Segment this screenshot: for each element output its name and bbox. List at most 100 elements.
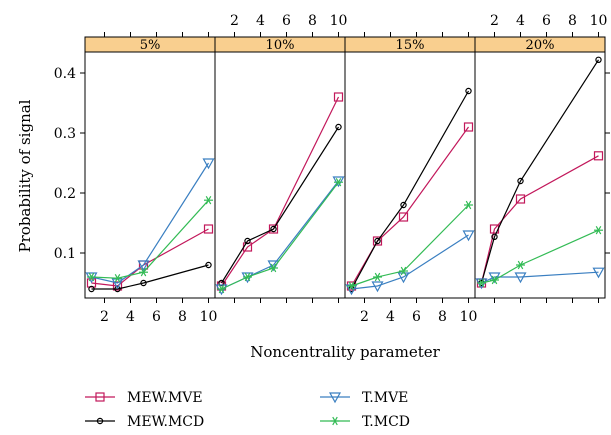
asterisk-stroke (332, 416, 338, 426)
data-point-mew-mve (333, 92, 344, 102)
asterisk-stroke (218, 284, 225, 294)
data-point-t-mve (397, 272, 410, 284)
x-tick-label: 8 (568, 13, 577, 29)
legend-item-mew-mve: MEW.MVE (85, 390, 203, 406)
data-point-t-mve (371, 281, 384, 293)
x-tick-label: 2 (230, 13, 239, 29)
y-tick-label: 0.2 (54, 186, 76, 202)
asterisk-stroke (491, 275, 498, 285)
data-point-t-mve (462, 230, 475, 242)
data-point-t-mcd (139, 268, 148, 277)
y-axis-title: Probability of signal (16, 99, 34, 252)
legend-item-mew-mcd: MEW.MCD (85, 414, 204, 430)
data-point-mew-mcd (88, 285, 95, 293)
x-tick-label: 6 (412, 309, 421, 325)
x-tick-label: 10 (330, 13, 348, 29)
data-point-t-mcd (490, 275, 499, 285)
series-line-t-mve (481, 271, 599, 284)
series-line-t-mcd (221, 181, 339, 290)
series-line-t-mcd (481, 229, 599, 284)
data-point-mew-mve (515, 194, 526, 204)
x-tick-label: 10 (200, 309, 218, 325)
asterisk-stroke (140, 268, 147, 277)
data-point-t-mve (514, 272, 527, 284)
x-tick-label: 2 (360, 309, 369, 325)
data-point-t-mcd (334, 178, 343, 187)
data-point-t-mcd (594, 226, 603, 235)
panel-strip-label: 5% (140, 38, 161, 53)
panel-frame (474, 51, 606, 299)
asterisk-stroke (335, 178, 342, 187)
data-point-t-mcd (516, 260, 525, 270)
x-tick-label: 6 (152, 309, 161, 325)
legend-label: MEW.MVE (127, 390, 203, 406)
panel-strip-label: 15% (396, 38, 425, 53)
data-point-mew-mve (372, 236, 383, 246)
data-point-mew-mve (268, 224, 279, 234)
asterisk-stroke (244, 272, 251, 282)
data-point-t-mve (488, 272, 501, 284)
data-point-t-mcd (399, 266, 408, 276)
x-tick-label: 10 (590, 13, 608, 29)
x-tick-label: 4 (516, 13, 525, 29)
data-point-t-mcd (464, 200, 473, 210)
data-point-mew-mcd (595, 56, 602, 64)
data-point-mew-mve (463, 122, 474, 132)
y-tick-label: 0.4 (54, 66, 76, 82)
data-point-t-mcd (113, 274, 122, 283)
asterisk-stroke (374, 272, 381, 282)
series-line-t-mcd (351, 204, 469, 287)
data-point-mew-mcd (114, 285, 121, 293)
x-axis-title: Noncentrality parameter (250, 343, 440, 361)
series-line-mew-mve (480, 155, 599, 284)
data-point-mew-mve (398, 212, 409, 222)
data-point-t-mcd (204, 196, 213, 205)
x-tick-label: 2 (100, 309, 109, 325)
series-line-mew-mve (350, 126, 469, 287)
series-line-mew-mcd (480, 59, 600, 284)
data-point-mew-mcd (205, 261, 212, 269)
data-point-mew-mve (112, 281, 123, 291)
asterisk-stroke (348, 281, 355, 291)
legend-label: T.MCD (362, 414, 410, 430)
y-tick-label: 0.1 (54, 246, 76, 262)
data-point-t-mcd (347, 281, 356, 291)
data-point-mew-mcd (270, 225, 277, 233)
data-point-t-mve (202, 158, 215, 170)
x-tick-label: 2 (490, 13, 499, 29)
asterisk-stroke (88, 272, 95, 282)
data-point-t-mcd (243, 272, 252, 282)
series-line-t-mcd (91, 199, 209, 279)
series-line-mew-mcd (220, 126, 340, 284)
x-tick-label: 4 (126, 309, 135, 325)
legend-marker (330, 416, 340, 426)
panel-5pct: 5% 2 4 6 8 10 0.1 0.2 0.3 0.4 (54, 32, 218, 325)
asterisk-stroke (478, 278, 485, 288)
asterisk-stroke (465, 200, 472, 210)
data-point-mew-mcd (244, 237, 251, 245)
asterisk-stroke (270, 263, 277, 273)
series-line-mew-mve (221, 96, 340, 287)
legend-marker (96, 417, 104, 425)
data-point-mew-mcd (140, 279, 147, 287)
data-point-t-mcd (477, 278, 486, 288)
x-tick-label: 4 (256, 13, 265, 29)
series-line-mew-mcd (350, 90, 470, 290)
panel-strip-label: 10% (266, 38, 295, 53)
asterisk-stroke (595, 226, 602, 235)
x-tick-label: 8 (308, 13, 317, 29)
asterisk-stroke (400, 266, 407, 276)
legend-marker (328, 392, 342, 404)
data-point-mew-mcd (491, 233, 498, 240)
panel-20pct: 20% 2 4 6 8 10 (474, 13, 610, 303)
data-point-mew-mcd (374, 237, 381, 245)
series-line-mew-mcd (91, 264, 209, 290)
legend-label: MEW.MCD (127, 414, 204, 430)
legend-item-t-mcd: T.MCD (320, 414, 410, 430)
asterisk-stroke (114, 274, 121, 283)
y-tick-label: 0.3 (54, 126, 76, 142)
legend-label: T.MVE (362, 390, 408, 406)
data-point-mew-mve (593, 151, 604, 161)
asterisk-stroke (205, 196, 212, 205)
